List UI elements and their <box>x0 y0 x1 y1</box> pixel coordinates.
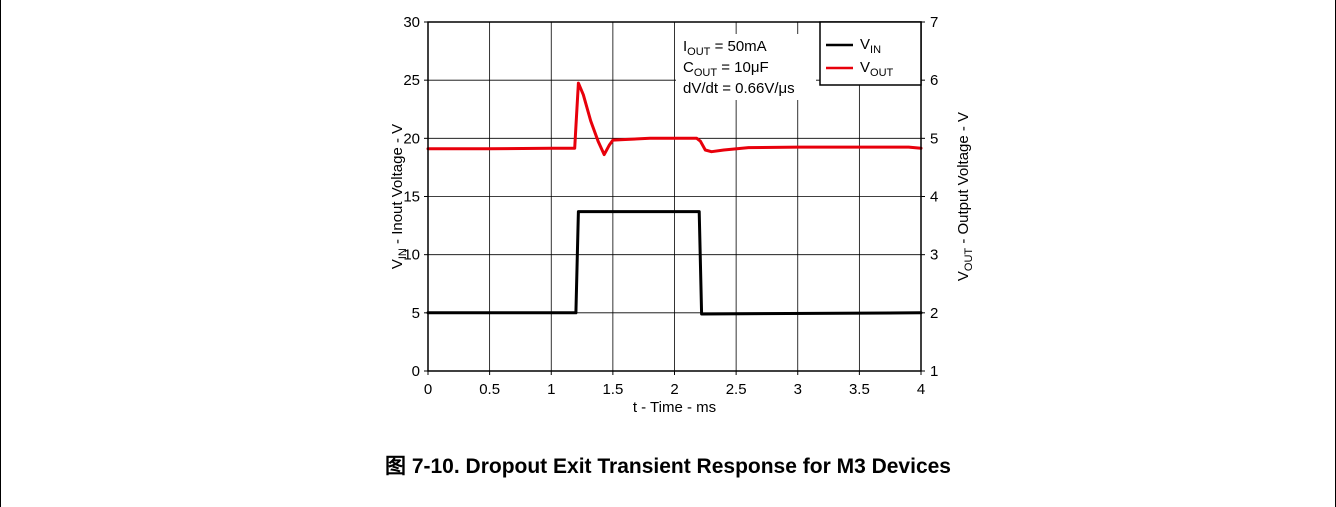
left-tick-label: 25 <box>403 72 420 89</box>
frame-border-left <box>0 0 1 507</box>
right-axis-label: VOUT - Output Voltage - V <box>955 112 975 281</box>
left-tick-label: 0 <box>412 363 420 380</box>
x-axis-label: t - Time - ms <box>633 399 716 416</box>
x-tick-label: 1 <box>547 381 555 398</box>
x-tick-label: 0 <box>424 381 432 398</box>
x-tick-label: 3.5 <box>849 381 870 398</box>
figure-caption: 图 7-10. Dropout Exit Transient Response … <box>385 455 951 478</box>
annotation-background <box>676 34 816 100</box>
left-tick-label: 20 <box>403 130 420 147</box>
right-axis-label-rest: - Output Voltage - V <box>955 112 972 248</box>
right-tick-label: 4 <box>930 189 938 206</box>
right-axis-ticks: 1 2 3 4 5 6 7 <box>921 14 938 380</box>
left-axis-label-rest: - Inout Voltage - V <box>389 124 406 248</box>
annotation-line-iout: IOUT = 50mA <box>683 38 767 58</box>
left-tick-label: 15 <box>403 189 420 206</box>
right-tick-label: 3 <box>930 247 938 264</box>
annotation-line-dvdt: dV/dt = 0.66V/μs <box>683 80 795 97</box>
x-tick-label: 4 <box>917 381 925 398</box>
series-layer <box>426 81 923 316</box>
legend-label-vout: VOUT <box>860 59 894 79</box>
right-tick-label: 2 <box>930 305 938 322</box>
right-tick-label: 1 <box>930 363 938 380</box>
right-axis-label-sub: OUT <box>963 248 975 272</box>
series-line-vin <box>426 210 923 316</box>
x-tick-label: 2.5 <box>726 381 747 398</box>
left-tick-label: 30 <box>403 14 420 31</box>
annotation-box: IOUT = 50mA COUT = 10μF dV/dt = 0.66V/μs <box>676 34 816 100</box>
right-axis-label-main: V <box>955 271 972 281</box>
legend: VIN VOUT <box>819 21 922 86</box>
left-tick-label: 5 <box>412 305 420 322</box>
right-tick-label: 5 <box>930 130 938 147</box>
x-tick-label: 0.5 <box>479 381 500 398</box>
x-tick-label: 1.5 <box>602 381 623 398</box>
right-tick-label: 7 <box>930 14 938 31</box>
left-axis-label-sub: IN <box>397 248 409 259</box>
x-axis-ticks: 0 0.5 1 1.5 2 2.5 3 3.5 4 <box>424 371 925 398</box>
x-tick-label: 2 <box>670 381 678 398</box>
legend-box <box>819 21 922 86</box>
legend-label-vin: VIN <box>860 36 881 56</box>
annotation-line-cout: COUT = 10μF <box>683 59 769 79</box>
left-axis-ticks: 0 5 10 15 20 25 30 <box>403 14 428 380</box>
left-axis-label: VIN - Inout Voltage - V <box>389 124 409 269</box>
series-line-vout <box>426 81 923 157</box>
left-axis-label-main: V <box>389 259 406 269</box>
chart: 0 5 10 15 20 25 30 1 2 3 4 5 6 7 0 0.5 1 1.5 2 2.5 3 3.5 4 t… <box>389 14 975 416</box>
right-tick-label: 6 <box>930 72 938 89</box>
left-tick-label: 10 <box>403 247 420 264</box>
x-tick-label: 3 <box>794 381 802 398</box>
